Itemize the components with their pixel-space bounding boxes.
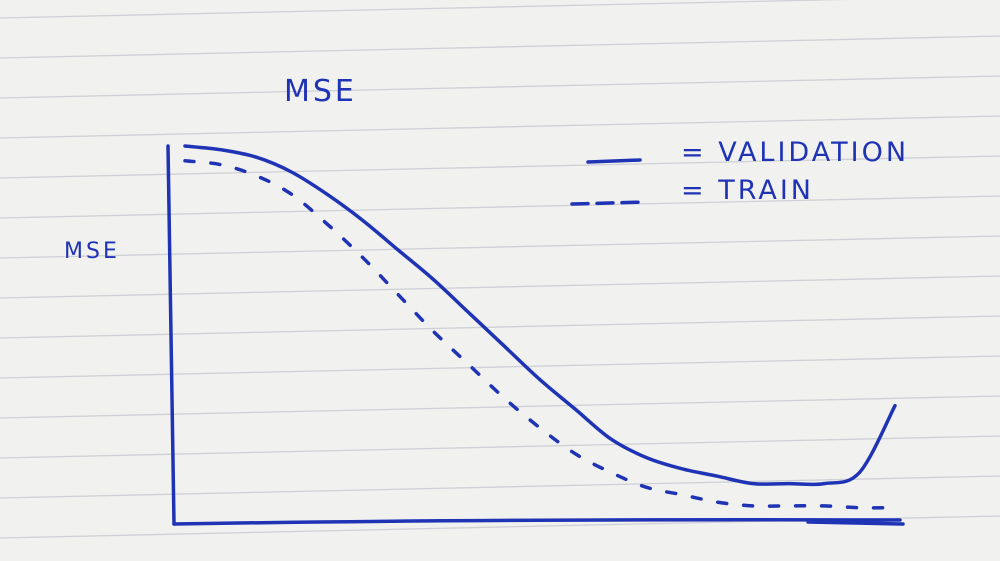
ruled-line bbox=[0, 435, 1000, 459]
legend: = VALIDATION = TRAIN bbox=[570, 137, 909, 206]
ruled-line bbox=[0, 115, 1000, 139]
y-axis-label: MSE bbox=[64, 239, 120, 264]
y-axis bbox=[166, 144, 176, 526]
chart-title: MSE bbox=[284, 74, 357, 109]
ruled-line bbox=[0, 155, 1000, 179]
ruled-line bbox=[0, 35, 1000, 59]
ruled-line bbox=[0, 195, 1000, 219]
series-line-train bbox=[183, 159, 897, 510]
series-line-validation bbox=[183, 144, 897, 487]
ruled-line bbox=[0, 355, 1000, 379]
ruled-line bbox=[0, 475, 1000, 499]
ruled-line bbox=[0, 235, 1000, 259]
ruled-line bbox=[0, 0, 848, 19]
ruled-line bbox=[0, 315, 1000, 339]
ruled-line bbox=[0, 275, 1000, 299]
legend-validation-label: = VALIDATION bbox=[681, 137, 909, 168]
ruled-line bbox=[0, 75, 1000, 99]
series-layer bbox=[183, 144, 897, 510]
ruled-line bbox=[0, 395, 1000, 419]
legend-train-swatch bbox=[570, 200, 648, 206]
ruled-lines bbox=[0, 0, 1000, 539]
x-axis bbox=[172, 517, 905, 526]
legend-train-label: = TRAIN bbox=[681, 175, 814, 206]
legend-validation-swatch bbox=[586, 158, 642, 164]
